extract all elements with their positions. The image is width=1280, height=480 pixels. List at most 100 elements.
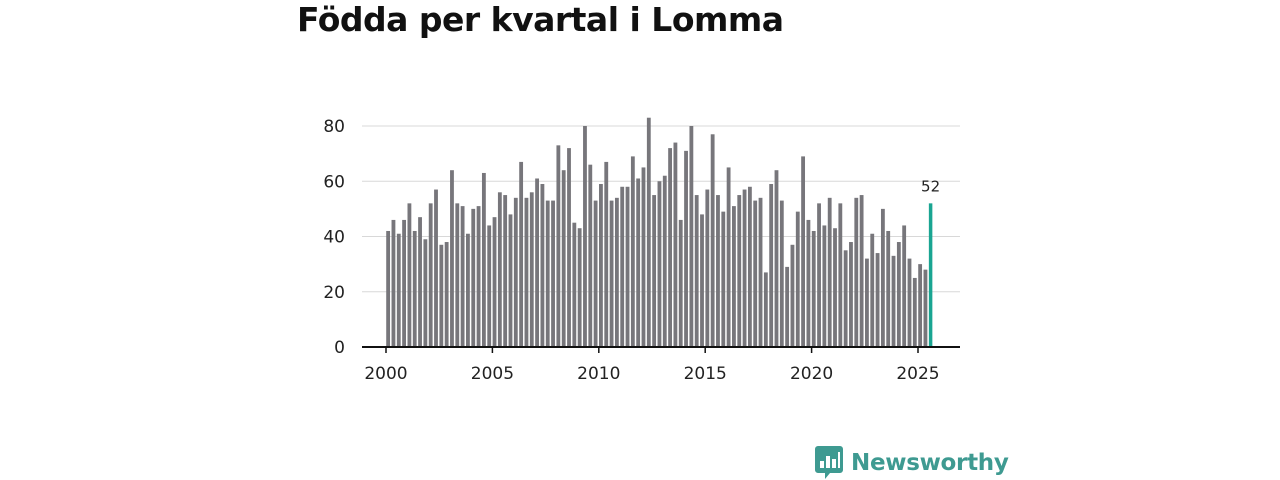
- bar: [396, 233, 401, 347]
- bar: [609, 200, 614, 347]
- brand-logo: Newsworthy: [815, 446, 1009, 480]
- bar: [428, 203, 433, 347]
- bar: [747, 186, 752, 347]
- bar: [758, 197, 763, 347]
- bar: [450, 170, 454, 347]
- bar: [849, 242, 853, 347]
- bar: [774, 170, 779, 347]
- bar: [503, 195, 508, 347]
- bar: [716, 195, 720, 347]
- bar: [455, 203, 460, 347]
- bar: [811, 230, 816, 347]
- bar: [753, 200, 758, 347]
- bar: [545, 200, 550, 347]
- bar: [460, 206, 465, 347]
- bar: [583, 126, 587, 347]
- bar-highlight: [928, 203, 933, 347]
- bar: [540, 184, 545, 347]
- bar: [497, 192, 502, 347]
- bar: [710, 134, 715, 347]
- bar: [779, 200, 784, 347]
- bar: [838, 203, 843, 347]
- bar: [907, 258, 912, 347]
- bar: [865, 258, 869, 347]
- axes: [362, 346, 960, 353]
- y-tick-label: 0: [334, 338, 345, 358]
- bar: [843, 250, 848, 347]
- bar: [896, 242, 901, 347]
- bar: [444, 242, 449, 347]
- bar: [891, 255, 896, 347]
- bar: [481, 172, 486, 347]
- bars: [386, 117, 933, 348]
- bar: [769, 184, 774, 347]
- bar: [476, 206, 481, 347]
- bar: [817, 203, 821, 347]
- bar: [912, 277, 917, 347]
- bar: [439, 244, 444, 347]
- bar: [508, 214, 513, 347]
- bar: [529, 192, 534, 347]
- bar: [854, 197, 859, 347]
- bar: [806, 219, 811, 347]
- bar: [402, 219, 407, 347]
- bar: [652, 195, 657, 347]
- bar: [625, 186, 630, 347]
- bar: [466, 233, 470, 347]
- bar: [572, 222, 577, 347]
- bar: [668, 148, 673, 347]
- bar: [630, 156, 635, 347]
- bar: [923, 269, 928, 347]
- bar: [391, 219, 396, 347]
- x-tick-label: 2025: [896, 364, 939, 384]
- bar: [827, 197, 832, 347]
- bar: [412, 230, 417, 347]
- bar: [636, 178, 641, 347]
- bar: [790, 244, 795, 347]
- x-tick-label: 2015: [684, 364, 727, 384]
- bar: [700, 214, 704, 347]
- bar: [737, 195, 742, 347]
- bar: [535, 178, 540, 347]
- bar: [513, 197, 518, 347]
- y-tick-label: 20: [323, 283, 345, 303]
- newsworthy-logo-icon: [815, 446, 843, 479]
- bar: [641, 167, 646, 347]
- bar: [859, 195, 864, 347]
- bar: [487, 225, 492, 347]
- bar: [684, 150, 688, 347]
- bar: [423, 239, 428, 347]
- bar: [599, 184, 603, 347]
- bar: [705, 189, 710, 347]
- bar: [434, 189, 438, 347]
- bar: [902, 225, 907, 347]
- bar: [556, 145, 561, 347]
- bar: [870, 233, 875, 347]
- y-tick-label: 40: [323, 228, 345, 248]
- brand-name: Newsworthy: [851, 450, 1009, 476]
- bar: [614, 197, 619, 347]
- bar: [386, 230, 391, 347]
- bar: [726, 167, 731, 347]
- bar: [604, 161, 609, 347]
- bar: [795, 211, 800, 347]
- bar: [577, 228, 582, 347]
- bar: [407, 203, 412, 347]
- bar: [492, 217, 497, 347]
- bar: [657, 181, 662, 347]
- bar: [694, 195, 699, 347]
- bar: [689, 126, 694, 347]
- x-tick-label: 2010: [577, 364, 620, 384]
- bar: [742, 189, 747, 347]
- x-tick-label: 2020: [790, 364, 833, 384]
- bar: [875, 253, 880, 347]
- bar: [620, 186, 625, 347]
- bar: [801, 156, 806, 347]
- bar: [673, 142, 678, 347]
- bar: [551, 200, 555, 347]
- bar: [418, 217, 422, 347]
- bar: [918, 264, 923, 347]
- bar: [721, 211, 726, 347]
- bar: [678, 219, 683, 347]
- bar: [886, 230, 891, 347]
